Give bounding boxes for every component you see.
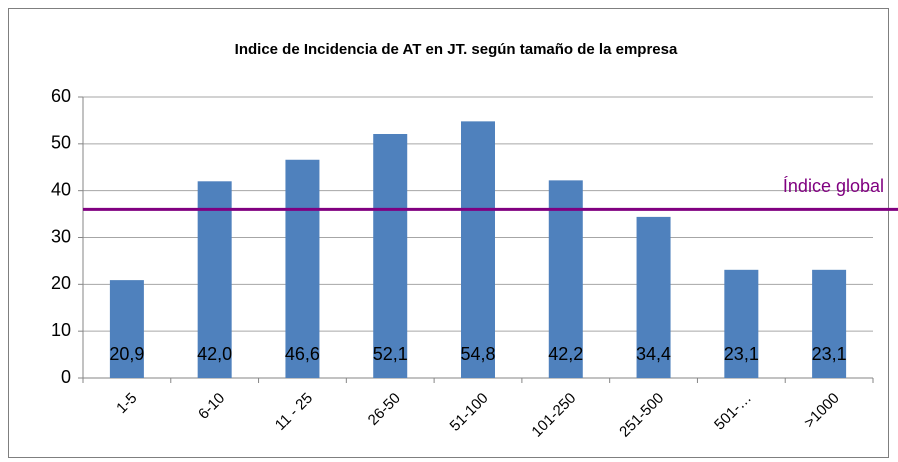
bar [812, 269, 847, 378]
y-tick-label: 60 [51, 86, 71, 106]
data-label: 23,1 [724, 344, 759, 364]
data-label: 54,8 [460, 344, 495, 364]
bar [461, 121, 495, 378]
bar [724, 269, 759, 378]
reference-label: Índice global [783, 176, 884, 196]
data-label: 20,9 [109, 344, 144, 364]
data-label: 42,2 [548, 344, 583, 364]
chart-border [8, 8, 889, 458]
y-tick-label: 30 [51, 226, 71, 246]
y-tick-label: 40 [51, 179, 71, 199]
bar [285, 159, 320, 378]
data-label: 34,4 [636, 344, 671, 364]
data-label: 23,1 [812, 344, 847, 364]
bar [548, 180, 583, 378]
bar [197, 181, 232, 378]
y-tick-label: 50 [51, 133, 71, 153]
data-label: 42,0 [197, 344, 232, 364]
bar [109, 280, 144, 378]
y-tick-label: 10 [51, 320, 71, 340]
y-tick-label: 0 [61, 367, 71, 387]
y-tick-label: 20 [51, 273, 71, 293]
chart-title: Indice de Incidencia de AT en JT. según … [235, 41, 678, 58]
bar [373, 133, 408, 378]
data-label: 46,6 [285, 344, 320, 364]
data-label: 52,1 [373, 344, 408, 364]
bar [636, 216, 671, 378]
